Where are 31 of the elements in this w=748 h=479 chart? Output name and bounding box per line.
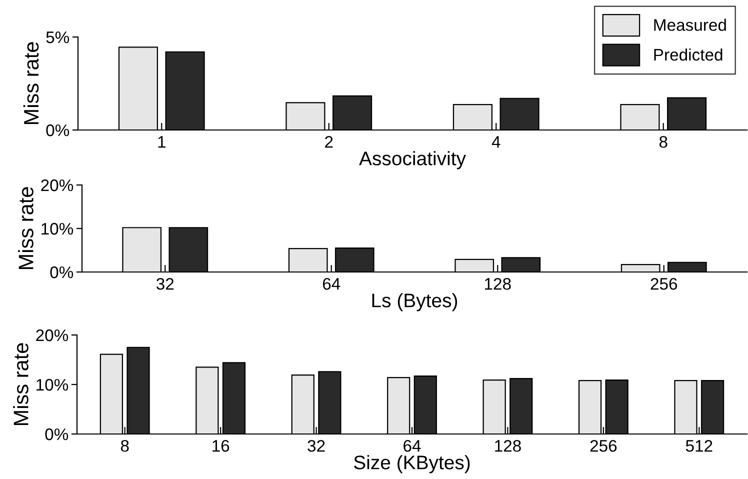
x-tick-label: 128 xyxy=(495,440,521,452)
y-axis-title: Miss rate xyxy=(18,187,34,270)
y-tick-label: 10% xyxy=(42,222,74,235)
x-tick-label: 8 xyxy=(659,136,668,148)
x-tick-label: 128 xyxy=(484,278,511,290)
x-tick-label: 16 xyxy=(212,440,230,452)
x-tick-label: 64 xyxy=(322,278,340,290)
x-tick-label: 8 xyxy=(120,440,129,452)
x-tick-label: 2 xyxy=(325,136,333,148)
y-axis-title: Miss rate xyxy=(23,42,39,124)
x-tick-label: 512 xyxy=(686,440,712,452)
legend-label: Predicted xyxy=(654,48,722,61)
y-tick-label: 5% xyxy=(46,31,70,44)
x-tick-label: 1 xyxy=(158,136,166,148)
x-tick-label: 256 xyxy=(650,278,678,290)
x-tick-label: 64 xyxy=(404,440,421,452)
y-tick-label: 20% xyxy=(41,179,74,192)
x-tick-label: 256 xyxy=(590,440,617,452)
x-axis-title: Ls (Bytes) xyxy=(372,293,458,312)
y-tick-label: 0% xyxy=(45,428,68,440)
x-tick-label: 32 xyxy=(156,278,174,290)
x-axis-title: Size (KBytes) xyxy=(354,455,470,474)
y-tick-label: 0% xyxy=(46,124,70,136)
y-tick-label: 20% xyxy=(36,329,68,342)
x-tick-label: 4 xyxy=(492,136,500,148)
legend-label: Measured xyxy=(654,18,726,31)
y-tick-label: 10% xyxy=(36,378,68,391)
y-axis-title: Miss rate xyxy=(13,343,28,426)
y-tick-label: 0% xyxy=(50,266,74,278)
x-tick-label: 32 xyxy=(308,440,325,452)
x-axis-title: Associativity xyxy=(359,151,466,170)
